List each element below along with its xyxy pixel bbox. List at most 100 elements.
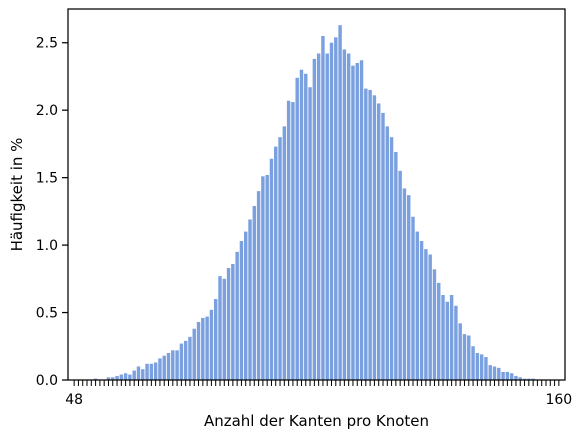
bar (398, 170, 402, 380)
bar (346, 53, 351, 381)
bar (115, 375, 119, 380)
bar (312, 58, 317, 381)
bar (419, 241, 424, 380)
bar (364, 88, 368, 380)
bar (145, 363, 149, 380)
bar (484, 357, 488, 380)
bar (488, 365, 492, 380)
bar (286, 100, 291, 381)
bar (162, 355, 166, 380)
bar (248, 219, 252, 380)
bar (437, 282, 441, 380)
y-tick-label: 1.5 (36, 171, 58, 187)
bar (411, 216, 415, 380)
bar (308, 87, 312, 380)
bar (188, 336, 192, 380)
bar (128, 374, 132, 380)
bar (226, 268, 231, 380)
bar (479, 354, 484, 380)
bar (359, 60, 364, 381)
bar (432, 269, 437, 380)
bar (269, 158, 274, 380)
bar (428, 254, 432, 380)
bar (106, 377, 111, 380)
bar (291, 102, 295, 380)
bar (218, 276, 222, 380)
bar (299, 69, 304, 381)
bar (449, 295, 454, 380)
bar (394, 152, 398, 380)
bar (304, 73, 308, 380)
x-axis-ticks: 48 160 (65, 380, 572, 408)
bar (471, 346, 475, 380)
bar (514, 375, 518, 380)
bar (183, 340, 188, 380)
y-tick-label: 0.5 (36, 306, 58, 322)
bar (261, 176, 265, 380)
bar (166, 353, 171, 380)
bar (458, 323, 462, 380)
bar (376, 103, 381, 380)
bar (282, 126, 287, 381)
bar (93, 378, 98, 380)
bar (209, 309, 214, 380)
bar (334, 37, 338, 380)
bar (467, 335, 471, 380)
bar (518, 377, 522, 380)
bar (325, 53, 329, 381)
y-axis-label: Häufigkeit in % (8, 138, 26, 252)
bar (475, 353, 480, 380)
bar (385, 126, 389, 381)
bar (158, 358, 162, 380)
bar (119, 374, 124, 380)
bar (235, 251, 239, 380)
bar (295, 77, 299, 381)
x-tick-label-last: 160 (545, 392, 572, 408)
bar (492, 366, 497, 380)
bar (321, 35, 325, 380)
bar (509, 373, 514, 380)
bar (441, 295, 445, 380)
bar (355, 62, 359, 381)
bar (111, 377, 115, 380)
bar (149, 363, 154, 380)
bar (265, 174, 269, 380)
bars-group (93, 25, 535, 381)
x-axis-label: Anzahl der Kanten pro Knoten (204, 412, 429, 430)
bar (329, 42, 334, 380)
bar (192, 328, 196, 380)
bar (222, 278, 226, 380)
bar (389, 137, 394, 380)
y-tick-label: 0.0 (36, 373, 58, 389)
bar (372, 95, 377, 380)
bar (501, 371, 505, 380)
bar (505, 371, 510, 380)
y-axis-ticks: 0.0 0.5 1.0 1.5 2.0 2.5 (36, 36, 68, 389)
bar (201, 317, 205, 380)
bar (454, 305, 458, 380)
bar (522, 378, 527, 380)
bar (278, 137, 282, 380)
bar (256, 191, 261, 380)
bar (175, 350, 179, 380)
bar (252, 205, 257, 380)
bar (153, 362, 158, 380)
y-tick-label: 2.0 (36, 103, 58, 119)
bar (527, 378, 531, 380)
bar (196, 321, 201, 380)
bar (424, 249, 428, 380)
bar (231, 263, 235, 380)
bar (123, 373, 128, 380)
x-tick-label-first: 48 (65, 392, 83, 408)
bar (497, 367, 501, 380)
bar (351, 65, 355, 380)
bar (274, 146, 278, 380)
y-tick-label: 1.0 (36, 238, 58, 254)
bar (462, 334, 467, 380)
bar (381, 112, 385, 380)
bar (402, 188, 407, 380)
bar (342, 49, 347, 380)
bar (531, 378, 535, 380)
